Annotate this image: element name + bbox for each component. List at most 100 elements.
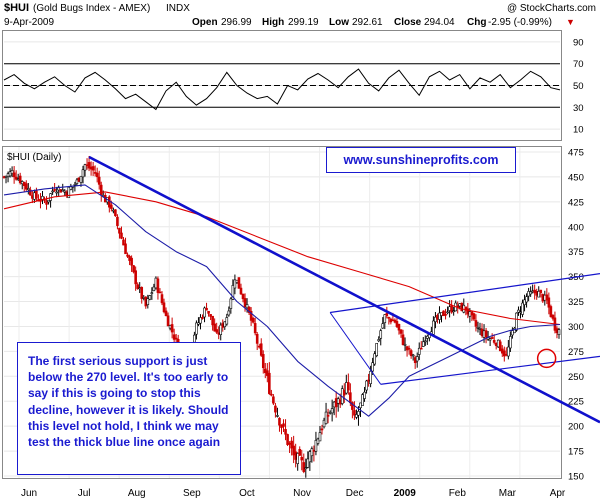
candle-body: [122, 239, 125, 246]
candle-body: [432, 320, 435, 335]
candle-body: [274, 405, 277, 413]
candle-body: [361, 394, 364, 406]
candle-body: [126, 254, 129, 257]
candle-body: [363, 391, 366, 399]
candle-body: [4, 175, 8, 178]
candle-body: [79, 175, 83, 183]
candle-body: [221, 323, 225, 328]
candle-body: [308, 451, 312, 463]
candle-body: [85, 164, 89, 166]
candle-body: [539, 289, 543, 294]
candle-body: [345, 382, 348, 394]
price-tick-label: 275: [568, 347, 584, 358]
candle-body: [557, 329, 561, 335]
candle-body: [515, 312, 518, 331]
candle-body: [505, 353, 508, 356]
candle-body: [268, 372, 271, 394]
candle-body: [162, 302, 166, 313]
candle-body: [140, 287, 144, 299]
candle-body: [482, 330, 486, 338]
candle-body: [8, 171, 12, 177]
candle-body: [300, 456, 304, 461]
candle-body: [110, 204, 113, 209]
candle-body: [336, 398, 340, 404]
chart-exchange: INDX: [166, 3, 190, 14]
rsi-axis: 90 70 50 30 10: [573, 37, 584, 135]
candle-body: [156, 278, 160, 293]
candle-body: [35, 190, 38, 199]
x-tick-label: Mar: [499, 488, 517, 499]
candle-body: [95, 172, 99, 178]
price-x-axis: Jun Jul Aug Sep Oct Nov Dec 2009 Feb Mar Apr: [21, 488, 566, 499]
website-box[interactable]: www.sunshineprofits.com: [326, 147, 516, 173]
price-tick-label: 325: [568, 297, 584, 308]
price-tick-label: 175: [568, 447, 584, 458]
candle-body: [168, 325, 172, 329]
candle-body: [215, 329, 218, 333]
rsi-panel-frame: [2, 30, 562, 141]
candle-body: [266, 370, 269, 376]
candle-body: [241, 293, 245, 300]
candle-body: [207, 310, 210, 314]
candle-body: [235, 279, 239, 283]
candles: [2, 156, 561, 478]
candle-body: [87, 162, 91, 169]
candle-body: [138, 287, 142, 290]
candle-body: [551, 314, 555, 319]
candle-body: [446, 311, 449, 314]
candle-body: [282, 423, 285, 427]
candle-body: [158, 291, 162, 294]
candle-body: [436, 315, 439, 320]
candle-body: [116, 216, 119, 226]
chart-symbol: $HUI: [4, 2, 29, 14]
candle-body: [231, 285, 235, 300]
rsi-line: [3, 68, 561, 111]
candle-body: [399, 329, 403, 334]
candle-body: [81, 169, 85, 178]
candle-body: [318, 432, 322, 442]
close-value: 294.04: [424, 17, 455, 28]
candle-body: [233, 279, 237, 289]
x-tick-label: Jul: [78, 488, 91, 499]
candle-body: [203, 307, 206, 318]
close-label: Close: [394, 17, 422, 28]
candle-body: [280, 424, 283, 428]
low-value: 292.61: [352, 17, 383, 28]
candle-body: [509, 336, 512, 349]
candle-body: [245, 304, 249, 309]
candle-body: [448, 306, 451, 311]
candle-body: [367, 379, 370, 382]
candle-body: [535, 291, 539, 296]
price-tick-label: 475: [568, 147, 584, 158]
candle-body: [174, 337, 178, 340]
candle-body: [112, 209, 115, 212]
candle-body: [351, 402, 354, 410]
candle-body: [118, 227, 121, 234]
candle-body: [434, 316, 437, 323]
candle-body: [134, 270, 137, 285]
candle-body: [59, 189, 63, 193]
candle-body: [45, 200, 48, 205]
candle-body: [302, 462, 306, 472]
x-tick-label: Dec: [346, 488, 364, 499]
candle-body: [199, 317, 202, 324]
candle-body: [288, 443, 291, 445]
candle-body: [197, 322, 200, 325]
candle-body: [290, 440, 293, 449]
x-tick-label: Jun: [21, 488, 37, 499]
candle-body: [543, 294, 547, 301]
candle-body: [306, 458, 310, 468]
candle-body: [521, 302, 524, 315]
thick-trendline: [88, 155, 600, 424]
candle-body: [322, 419, 326, 428]
candle-body: [492, 339, 496, 343]
moving-averages: [3, 184, 561, 417]
candle-body: [357, 411, 360, 416]
candle-body: [541, 294, 545, 302]
candle-body: [261, 354, 265, 369]
channel-lower-line: [380, 355, 600, 385]
candle-body: [417, 347, 421, 355]
candle-body: [334, 398, 338, 408]
candle-body: [294, 451, 297, 460]
candle-body: [229, 298, 233, 309]
